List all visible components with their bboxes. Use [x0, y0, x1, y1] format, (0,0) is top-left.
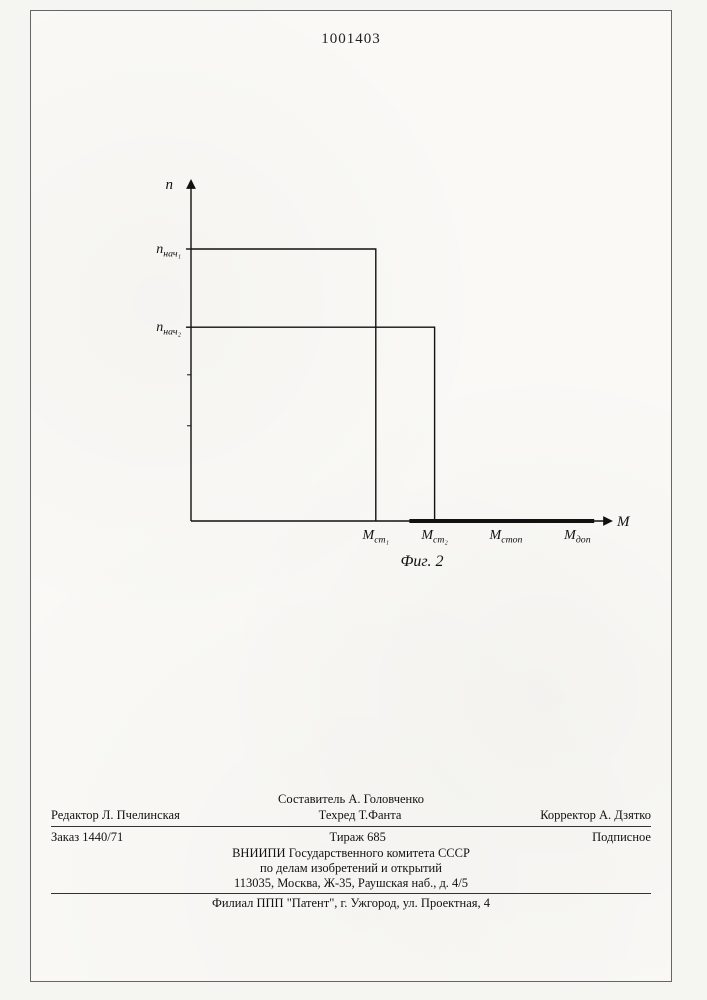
footer-corrector: Корректор А. Дзятко — [540, 808, 651, 823]
chart-svg: nMnнач₁nнач₂Mст₁Mст₂MстопMдопФиг. 2 — [121, 151, 601, 591]
footer-block: Составитель А. Головченко Редактор Л. Пч… — [51, 792, 651, 911]
footer-branch: Филиал ППП "Патент", г. Ужгород, ул. Про… — [51, 896, 651, 911]
footer-rule-1 — [51, 826, 651, 827]
footer-org-2: по делам изобретений и открытий — [51, 861, 651, 876]
footer-compiler: Составитель А. Головченко — [51, 792, 651, 807]
svg-text:Mст₂: Mст₂ — [420, 528, 448, 546]
footer-order: Заказ 1440/71 — [51, 830, 123, 845]
svg-text:nнач₁: nнач₁ — [156, 242, 181, 260]
footer-org-1: ВНИИПИ Государственного комитета СССР — [51, 846, 651, 861]
footer-tirazh: Тираж 685 — [330, 830, 386, 845]
footer-techred: Техред Т.Фанта — [319, 808, 402, 823]
svg-text:M: M — [616, 514, 631, 530]
svg-text:Mст₁: Mст₁ — [362, 528, 390, 546]
footer-rule-2 — [51, 893, 651, 894]
page-frame: 1001403 n Mnнач₁ nнач₂ Mст₁ Mст₂ Mстоп Mдоп Фиг… — [30, 10, 672, 982]
document-number: 1001403 — [31, 31, 671, 48]
footer-subscription: Подписное — [592, 830, 651, 845]
footer-editor: Редактор Л. Пчелинская — [51, 808, 180, 823]
footer-address: 113035, Москва, Ж-35, Раушская наб., д. … — [51, 876, 651, 891]
svg-text:Фиг. 2: Фиг. 2 — [401, 553, 444, 570]
svg-text:Mдоп: Mдоп — [563, 528, 591, 546]
chart: nMnнач₁nнач₂Mст₁Mст₂MстопMдопФиг. 2 — [121, 151, 601, 571]
svg-text:n: n — [166, 177, 174, 193]
svg-text:nнач₂: nнач₂ — [156, 320, 181, 338]
svg-text:Mстоп: Mстоп — [489, 528, 523, 546]
